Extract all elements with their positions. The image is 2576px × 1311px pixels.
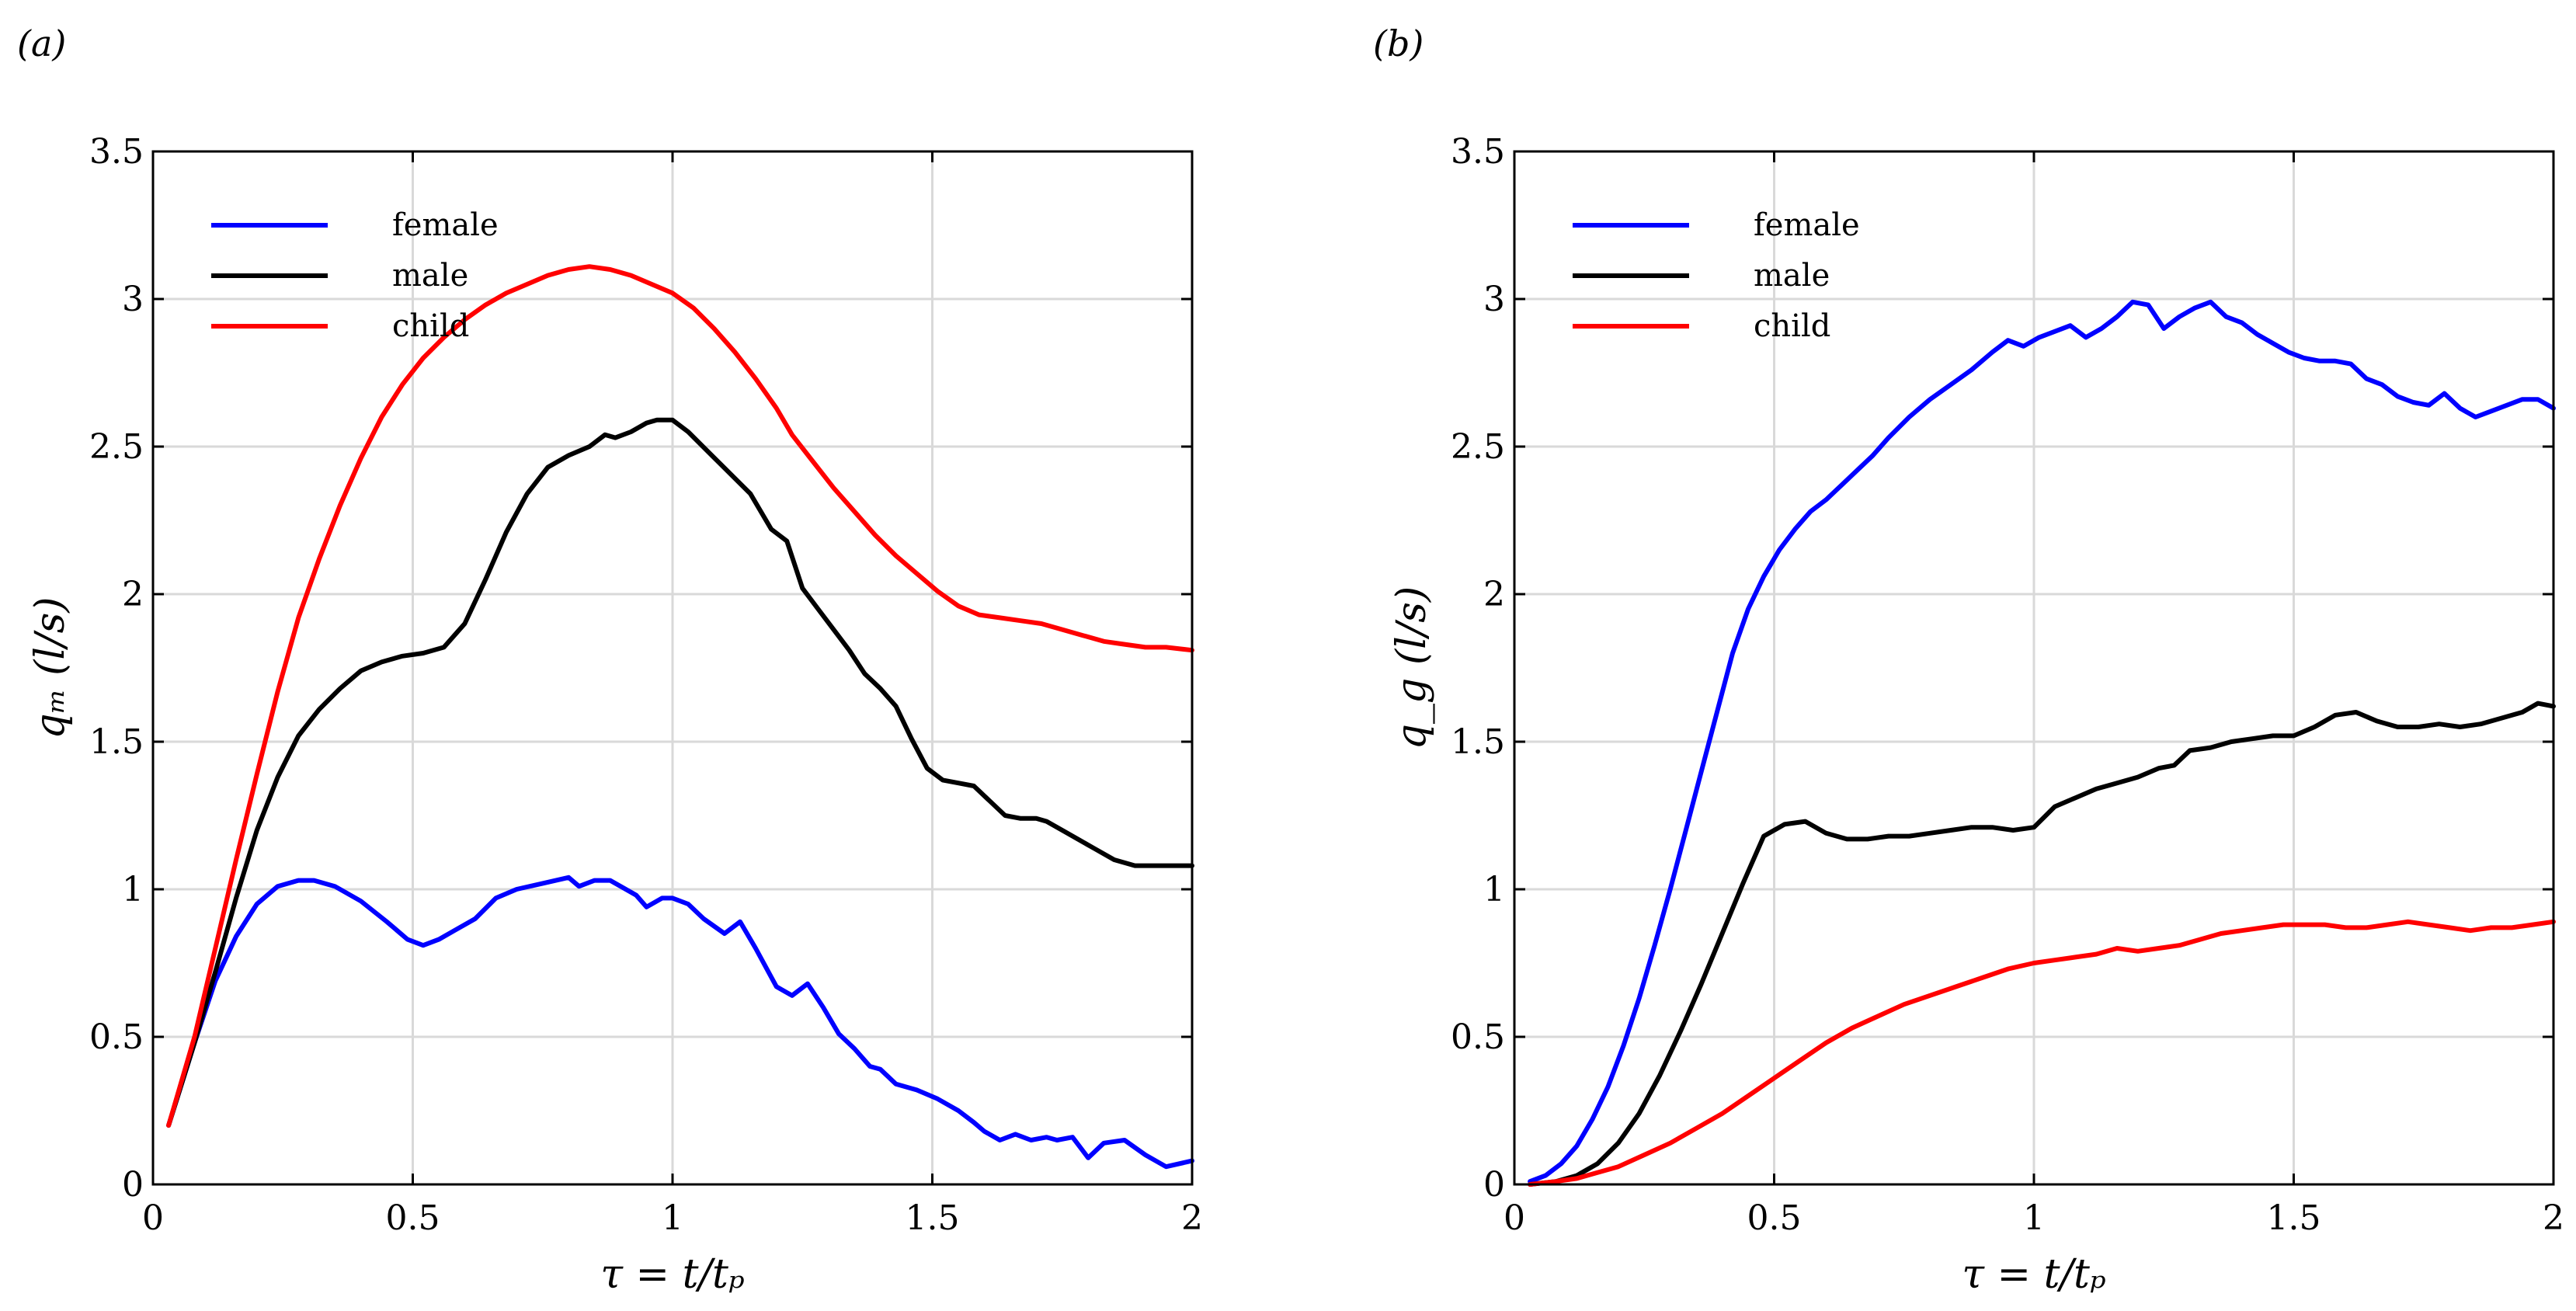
y-tick-label: 3.5 <box>89 132 144 172</box>
y-tick-label: 1 <box>1483 870 1505 909</box>
legend-label-child: child <box>1754 308 1830 344</box>
panel-a: (a) 0 0.5 1 1.5 2 0 0.5 1 1.5 2 2.5 3 3.5 τ = t/tₚ q… <box>17 23 1203 1298</box>
y-tick-label: 2.5 <box>89 427 144 467</box>
y-tick-label: 3 <box>1483 280 1505 319</box>
y-tick-label: 1 <box>122 870 144 909</box>
legend-a: female male child <box>211 207 499 344</box>
legend-label-male: male <box>1754 258 1830 294</box>
y-tick-label: 0.5 <box>1451 1017 1505 1057</box>
y-tick-label: 0.5 <box>89 1017 144 1057</box>
grid-a <box>151 150 1194 1186</box>
y-tick-label: 2 <box>122 575 144 614</box>
series-line-female <box>1528 299 2556 1184</box>
x-tick-label: 1.5 <box>906 1198 960 1238</box>
y-tick-label: 3 <box>122 280 144 319</box>
panel-label-b: (b) <box>1373 23 1424 64</box>
series-line-child <box>166 264 1194 1128</box>
x-tick-label: 2 <box>2543 1198 2564 1238</box>
y-tick-label: 1.5 <box>89 722 144 762</box>
y-axis-label-b: q_g (l/s) <box>1389 586 1435 750</box>
ticks-b: 0 0.5 1 1.5 2 0 0.5 1 1.5 2 2.5 3 3.5 <box>1451 132 2564 1238</box>
legend-label-female: female <box>1754 207 1860 243</box>
series-lines-b <box>1528 299 2556 1187</box>
x-tick-label: 0 <box>1504 1198 1525 1238</box>
y-tick-label: 2 <box>1483 575 1505 614</box>
y-tick-label: 0 <box>122 1165 144 1205</box>
x-tick-label: 2 <box>1181 1198 1203 1238</box>
x-tick-label: 0.5 <box>1747 1198 1802 1238</box>
x-tick-label: 1.5 <box>2267 1198 2321 1238</box>
legend-b: female male child <box>1573 207 1860 344</box>
legend-label-male: male <box>392 258 468 294</box>
y-tick-label: 3.5 <box>1451 132 1505 172</box>
ticks-a: 0 0.5 1 1.5 2 0 0.5 1 1.5 2 2.5 3 3.5 <box>89 132 1203 1238</box>
series-line-child <box>1528 919 2556 1187</box>
y-tick-label: 0 <box>1483 1165 1505 1205</box>
x-axis-label-b: τ = t/tₚ <box>1962 1251 2106 1298</box>
x-tick-label: 1 <box>662 1198 683 1238</box>
x-tick-label: 0 <box>142 1198 164 1238</box>
y-tick-label: 2.5 <box>1451 427 1505 467</box>
series-line-female <box>166 875 1194 1170</box>
series-lines-a <box>166 264 1194 1170</box>
x-tick-label: 0.5 <box>386 1198 440 1238</box>
legend-label-child: child <box>392 308 469 344</box>
x-axis-label-a: τ = t/tₚ <box>600 1251 745 1298</box>
series-line-male <box>1528 701 2556 1187</box>
panel-label-a: (a) <box>17 23 66 64</box>
y-tick-label: 1.5 <box>1451 722 1505 762</box>
series-line-male <box>166 417 1194 1128</box>
y-axis-label-a: qₘ (l/s) <box>27 596 74 739</box>
panel-b: (b) 0 0.5 1 1.5 2 0 0.5 1 1.5 2 2.5 3 3.5 τ = t/tₚ q… <box>1373 23 2564 1298</box>
legend-label-female: female <box>392 207 499 243</box>
x-tick-label: 1 <box>2023 1198 2045 1238</box>
